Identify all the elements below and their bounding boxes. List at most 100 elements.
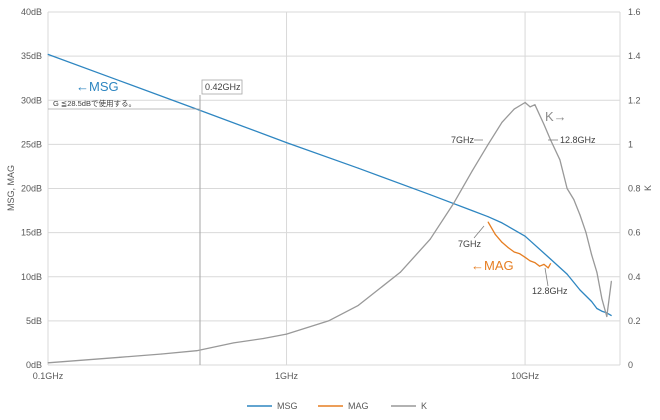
data-point-k [487, 143, 489, 145]
data-point-k [262, 337, 265, 340]
x-axis-ticks: 0.1GHz 1GHz 10GHz [33, 371, 540, 381]
data-point-msg [471, 209, 473, 212]
data-point-mag [501, 241, 503, 243]
data-point-mag [534, 262, 536, 264]
data-point-msg [610, 314, 612, 317]
left-tick-label: 40dB [21, 7, 42, 17]
data-point-mag [507, 247, 509, 249]
legend: MSG MAG K [247, 401, 427, 411]
data-point-mag [547, 267, 549, 269]
mag-7ghz-leader [473, 225, 485, 239]
marker-042ghz-label: 0.42GHz [205, 82, 241, 92]
x-tick-label: 1GHz [275, 371, 299, 381]
data-point-k [606, 315, 608, 318]
left-tick-label: 10dB [21, 272, 42, 282]
data-point-msg [47, 53, 49, 55]
data-point-mag [519, 253, 521, 255]
right-tick-label: 0.8 [628, 184, 641, 194]
data-point-k [161, 353, 163, 355]
data-point-k [543, 123, 545, 126]
mag-7ghz-label: 7GHz [458, 239, 482, 249]
data-point-k [501, 121, 503, 123]
left-tick-label: 25dB [21, 139, 42, 149]
k-128ghz-label: 12.8GHz [560, 135, 596, 145]
data-point-msg [596, 307, 598, 310]
data-point-k [601, 298, 603, 300]
x-tick-label: 10GHz [511, 371, 540, 381]
series-line-msg [47, 53, 612, 317]
data-point-k [610, 280, 612, 282]
right-axis-ticks: 0 0.2 0.4 0.6 0.8 1 1.2 1.4 1.6 [628, 7, 641, 370]
data-point-msg [524, 235, 526, 237]
legend-label-msg: MSG [277, 401, 298, 411]
msg-arrow-label: ←MSG [76, 79, 119, 94]
left-tick-label: 20dB [21, 184, 42, 194]
legend-label-k: K [421, 401, 427, 411]
data-point-k [452, 203, 454, 205]
series-mag [487, 221, 552, 269]
data-point-mag [543, 263, 545, 265]
data-point-msg [566, 273, 568, 275]
right-tick-label: 1.2 [628, 95, 641, 105]
right-tick-label: 1 [628, 139, 633, 149]
data-point-mag [538, 265, 541, 267]
right-tick-label: 1.4 [628, 51, 641, 61]
data-point-k [47, 362, 49, 364]
data-point-k [566, 187, 568, 190]
left-tick-label: 35dB [21, 51, 42, 61]
gain-note: G ≦28.5dBで使用する。 [53, 98, 136, 108]
data-point-msg [601, 310, 603, 312]
data-point-msg [487, 216, 489, 218]
data-point-msg [579, 289, 581, 291]
series-group [47, 53, 613, 364]
mag-128ghz-leader [544, 267, 549, 287]
data-point-mag [550, 262, 552, 265]
data-point-msg [501, 222, 503, 224]
left-axis-title: MSG, MAG [6, 165, 16, 211]
right-tick-label: 0.6 [628, 228, 641, 238]
data-point-k [399, 271, 401, 273]
data-point-k [559, 159, 561, 161]
data-point-mag [524, 256, 526, 258]
data-point-k [529, 106, 531, 108]
data-point-mag [529, 260, 531, 262]
left-tick-label: 5dB [26, 316, 42, 326]
data-point-k [513, 108, 515, 110]
data-point-msg [119, 80, 121, 82]
right-tick-label: 0 [628, 360, 633, 370]
data-point-k [429, 238, 431, 240]
data-point-k [285, 333, 288, 335]
data-point-k [573, 198, 575, 201]
data-point-k [327, 320, 330, 322]
right-tick-label: 0.4 [628, 272, 641, 282]
left-tick-label: 30dB [21, 95, 42, 105]
mag-arrow-label: ←MAG [471, 258, 514, 273]
x-tick-label: 0.1GHz [33, 371, 64, 381]
data-point-k [596, 271, 598, 273]
left-axis-ticks: 0dB 5dB 10dB 15dB 20dB 25dB 30dB 35dB 40dB [21, 7, 42, 370]
left-tick-label: 0dB [26, 360, 42, 370]
data-point-msg [429, 194, 431, 196]
data-point-k [233, 342, 235, 344]
data-point-k [524, 101, 526, 104]
data-point-msg [550, 258, 552, 260]
data-point-k [590, 254, 593, 256]
k-arrow-label: K→ [545, 109, 567, 124]
mag-128ghz-label: 12.8GHz [532, 286, 568, 296]
data-point-k [119, 356, 121, 358]
k-7ghz-label: 7GHz [451, 135, 475, 145]
data-point-k [357, 304, 359, 307]
data-point-k [471, 170, 473, 172]
data-point-mag [513, 251, 515, 253]
data-point-mag [494, 233, 496, 235]
legend-label-mag: MAG [348, 401, 369, 411]
right-tick-label: 0.2 [628, 316, 641, 326]
right-tick-label: 1.6 [628, 7, 641, 17]
data-point-k [534, 104, 536, 106]
series-k [47, 101, 613, 364]
right-axis-title: K [643, 185, 653, 191]
grid [47, 11, 621, 366]
data-point-k [585, 232, 587, 234]
